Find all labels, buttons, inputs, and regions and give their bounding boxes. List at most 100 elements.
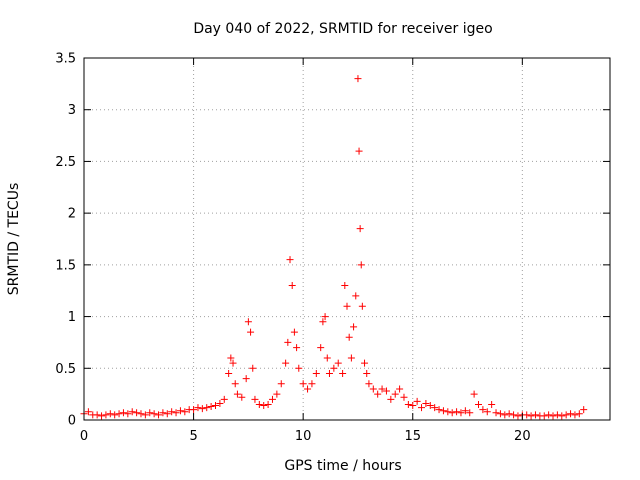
data-point (466, 409, 474, 417)
data-point (510, 411, 518, 419)
data-point (268, 395, 276, 403)
data-point (341, 282, 349, 290)
data-point (242, 375, 250, 383)
x-tick-label: 0 (80, 429, 88, 444)
data-point (483, 408, 491, 416)
y-tick-label: 3.5 (55, 52, 76, 67)
data-point (312, 369, 320, 377)
data-point (545, 411, 553, 419)
data-point (444, 408, 452, 416)
data-point (439, 407, 447, 415)
y-tick-label: 1.5 (55, 258, 76, 273)
data-point (277, 380, 285, 388)
data-point (355, 147, 363, 155)
data-point (124, 410, 132, 418)
data-point (119, 409, 127, 417)
data-point (176, 407, 184, 415)
data-point (422, 399, 430, 407)
data-point (562, 411, 570, 419)
data-point (470, 390, 478, 398)
data-point (288, 282, 296, 290)
data-point (479, 406, 487, 414)
data-point (387, 395, 395, 403)
data-point (128, 408, 136, 416)
tick-layer: 0 0.5 1 1.5 2 2.5 3 3.5 0 5 10 15 20 (55, 52, 610, 444)
data-point (319, 318, 327, 326)
data-point (155, 411, 163, 419)
data-point (163, 410, 171, 418)
data-point (378, 385, 386, 393)
data-point (111, 411, 119, 419)
data-point (527, 412, 535, 420)
data-point (198, 405, 206, 413)
data-point (325, 369, 333, 377)
y-axis-title: SRMTID / TECUs (6, 183, 22, 296)
data-point (488, 400, 496, 408)
x-axis-title: GPS time / hours (284, 458, 401, 474)
data-point (575, 410, 583, 418)
data-point (396, 385, 404, 393)
data-point (448, 409, 456, 417)
data-point (339, 369, 347, 377)
data-point (293, 344, 301, 352)
data-point (523, 411, 531, 419)
data-point (233, 390, 241, 398)
y-tick-label: 2.5 (55, 155, 76, 170)
data-point (227, 354, 235, 362)
data-point (531, 411, 539, 419)
data-point (220, 395, 228, 403)
data-point (571, 411, 579, 419)
data-point (357, 261, 365, 269)
data-point (409, 402, 417, 410)
data-point (356, 225, 364, 233)
data-point (567, 410, 575, 418)
data-point (212, 402, 219, 410)
data-point (352, 292, 360, 300)
data-point (286, 256, 294, 264)
data-point (231, 380, 239, 388)
data-point (501, 411, 509, 419)
x-tick-label: 10 (295, 429, 312, 444)
data-point (317, 344, 325, 352)
y-tick-label: 2 (68, 207, 76, 222)
x-tick-label: 20 (514, 429, 531, 444)
data-point (354, 75, 362, 83)
data-point (345, 333, 353, 341)
data-point (137, 410, 145, 418)
data-point (304, 385, 312, 393)
plot-frame (83, 57, 611, 421)
data-point (84, 408, 92, 416)
y-tick-label: 1 (68, 310, 76, 325)
data-point (496, 410, 504, 418)
data-point (106, 410, 114, 418)
data-points-layer (80, 75, 588, 420)
data-point (244, 318, 252, 326)
data-point (418, 404, 426, 412)
data-point (435, 406, 443, 414)
data-point (453, 408, 461, 416)
data-point (168, 408, 176, 416)
data-point (426, 402, 434, 410)
data-point (290, 328, 298, 336)
data-point (251, 395, 259, 403)
data-point (404, 400, 412, 408)
data-point (133, 409, 141, 417)
data-point (492, 409, 500, 417)
data-point (363, 369, 371, 377)
data-point (457, 409, 465, 417)
x-tick-label: 15 (404, 429, 421, 444)
data-point (203, 404, 211, 412)
data-point (282, 359, 290, 367)
data-point (146, 409, 154, 417)
data-point (190, 406, 198, 414)
data-point (361, 359, 369, 367)
data-point (273, 390, 281, 398)
data-point (295, 364, 303, 372)
data-point (391, 390, 399, 398)
data-point (172, 409, 180, 417)
data-point (549, 412, 557, 420)
data-point (505, 410, 513, 418)
data-point (255, 400, 263, 408)
